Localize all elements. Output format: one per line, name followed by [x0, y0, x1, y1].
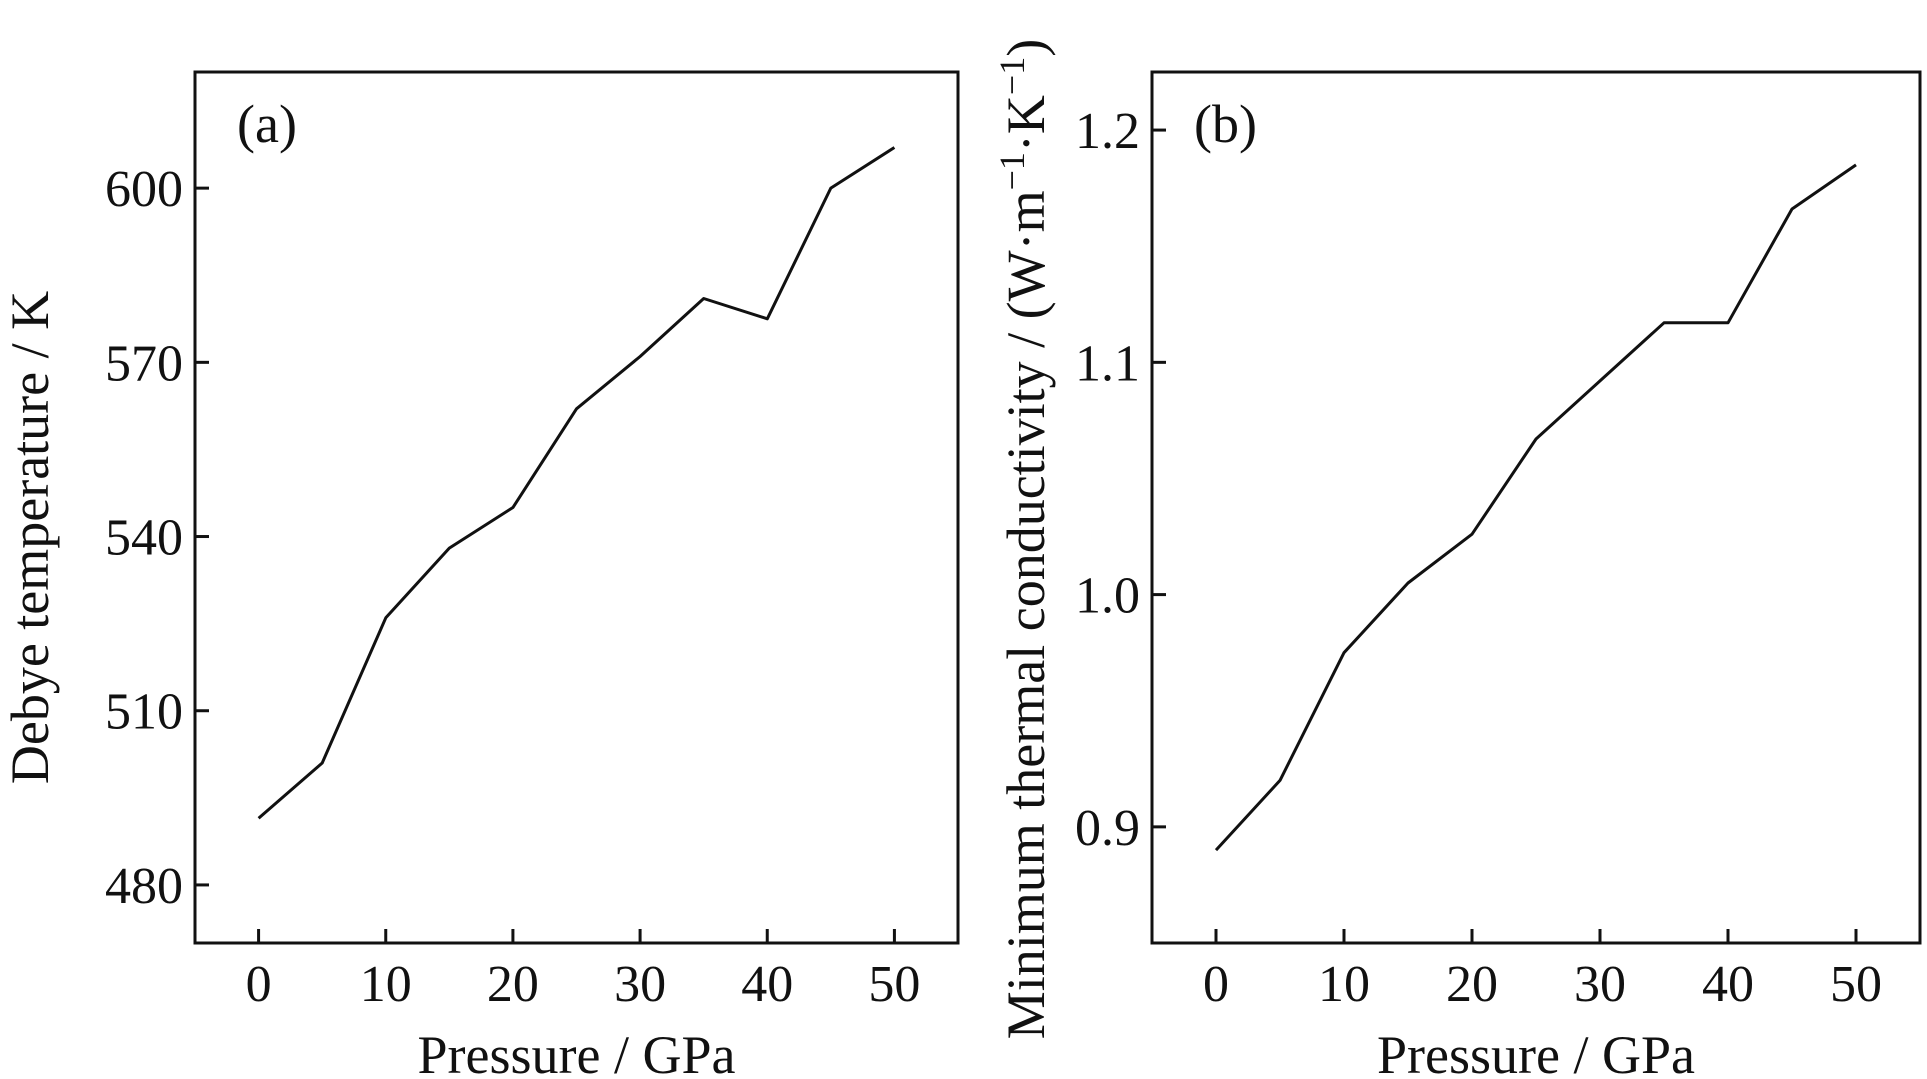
panel-a-y-tick-label: 510	[105, 684, 183, 741]
panel-b-ticks: 0 10 20 30 40 50 0.9 1.0 1.1 1.2	[1075, 103, 1882, 1013]
panel-b-plot-frame	[1150, 70, 1922, 945]
panel-b-thermal-conductivity: 0 10 20 30 40 50 0.9 1.0 1.1 1.2 (b) Pressure / G…	[992, 39, 1922, 1079]
panel-b-y-axis-title-main: Minimum thermal conductivity / (W·m	[996, 190, 1056, 1039]
panel-a-x-tick-label: 30	[614, 956, 666, 1013]
panel-b-x-tick-label: 20	[1446, 956, 1498, 1013]
panel-a-x-tick-label: 10	[360, 956, 412, 1013]
panel-b-series	[1214, 163, 1857, 852]
panel-b-y-axis-title-mid: ·K	[996, 95, 1056, 152]
panel-a-y-tick-label: 540	[105, 510, 183, 567]
panel-a-x-tick-label: 20	[487, 956, 539, 1013]
panel-a-y-tick-label: 600	[105, 161, 183, 218]
panel-b-y-axis-title-superscript-1: −1	[992, 152, 1032, 190]
panel-b-x-tick-label: 40	[1702, 956, 1754, 1013]
panel-b-y-tick-label: 0.9	[1075, 800, 1140, 857]
panel-b-x-tick-label: 0	[1203, 956, 1229, 1013]
panel-a-debye-temperature: 0 10 20 30 40 50 480 510 540 570 600 (a) Pressure …	[0, 70, 960, 1079]
panel-b-x-tick-label: 30	[1574, 956, 1626, 1013]
panel-b-y-tick-label: 1.0	[1075, 568, 1140, 625]
panel-b-x-tick-label: 10	[1318, 956, 1370, 1013]
panel-b-y-axis-title-superscript-2: −1	[992, 57, 1032, 95]
panel-b-y-axis-title-end: )	[996, 39, 1056, 57]
panel-a-series	[257, 146, 896, 820]
panel-a-x-tick-label: 0	[246, 956, 272, 1013]
panel-b-y-tick-label: 1.2	[1075, 103, 1140, 160]
panel-b-x-tick-label: 50	[1830, 956, 1882, 1013]
panel-a-x-tick-label: 50	[868, 956, 920, 1013]
panel-a-y-axis-title: Debye temperature / K	[0, 291, 60, 784]
panel-b-x-axis-title: Pressure / GPa	[1377, 1025, 1695, 1079]
panel-b-y-tick-label: 1.1	[1075, 335, 1140, 392]
panel-a-x-axis-title: Pressure / GPa	[418, 1025, 736, 1079]
panel-b-y-axis-title: Minimum thermal conductivity / (W·m−1·K−…	[992, 39, 1056, 1039]
panel-a-plot-frame	[193, 70, 960, 945]
panel-a-label: (a)	[237, 94, 297, 154]
panel-a-ticks: 0 10 20 30 40 50 480 510 540 570 600	[105, 161, 920, 1013]
panel-b-data-line	[1214, 163, 1857, 852]
panel-b-label: (b)	[1194, 94, 1257, 154]
panel-a-y-tick-label: 480	[105, 858, 183, 915]
panel-a-y-tick-label: 570	[105, 335, 183, 392]
panel-a-data-line	[257, 146, 896, 820]
panel-a-x-tick-label: 40	[741, 956, 793, 1013]
